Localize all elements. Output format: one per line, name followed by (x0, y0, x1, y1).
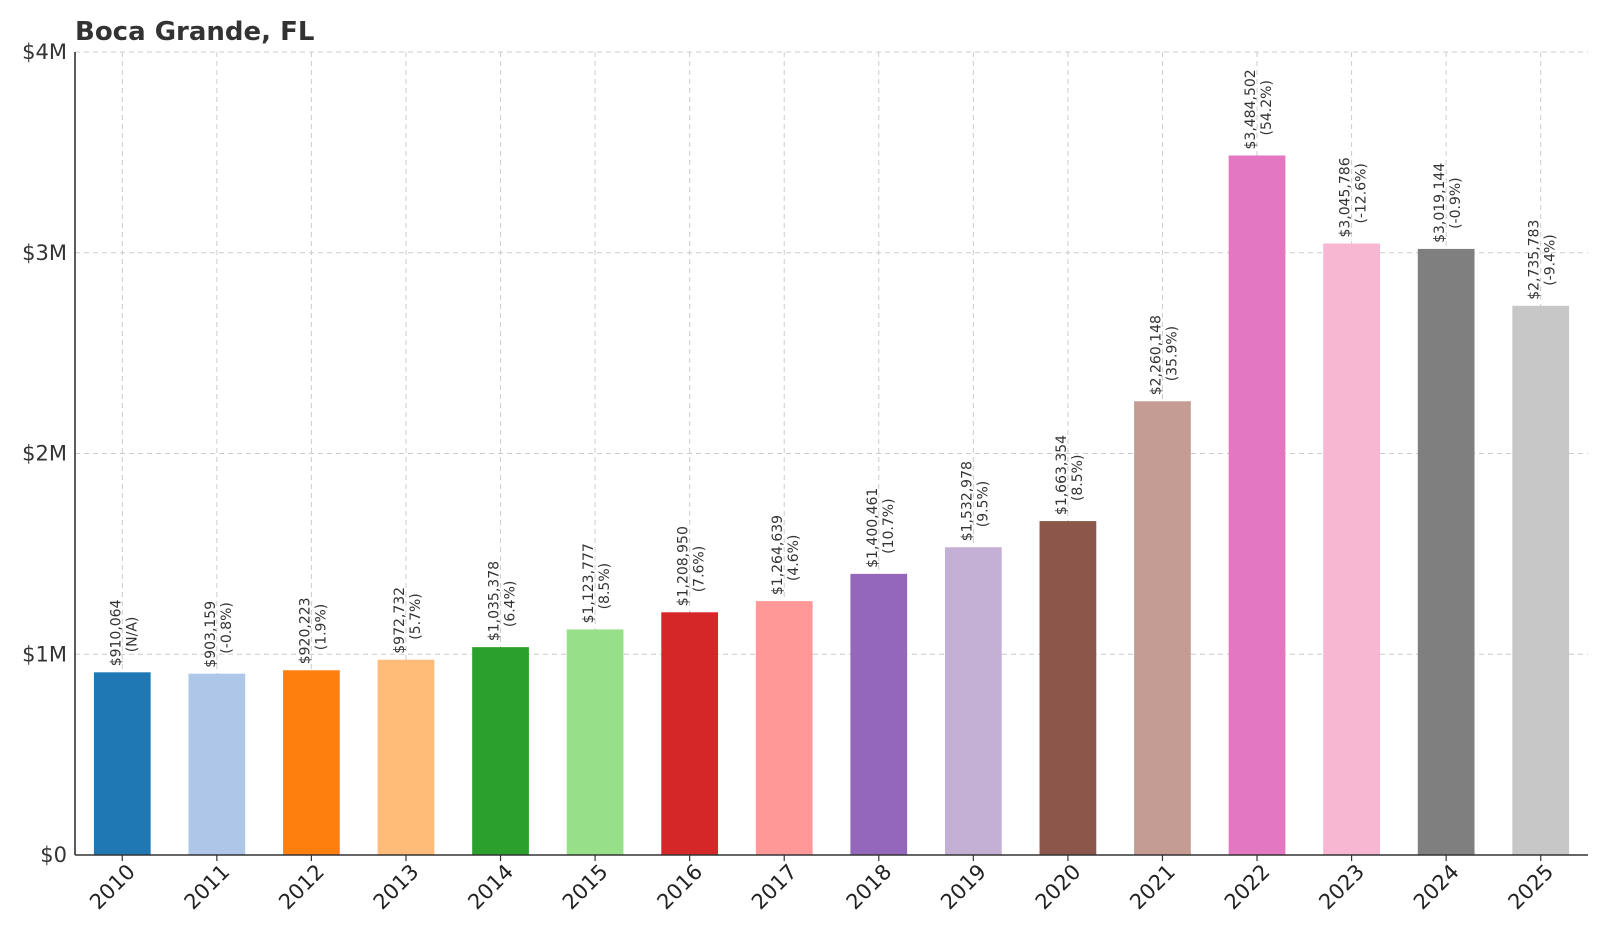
data-label-value: $1,123,777 (581, 543, 597, 623)
bar-2025 (1512, 305, 1570, 855)
data-label-change: (8.5%) (597, 563, 613, 610)
data-label-change: (6.4%) (503, 581, 519, 628)
data-label-value: $1,035,378 (487, 561, 503, 641)
data-label-change: (54.2%) (1259, 80, 1275, 135)
data-label-value: $3,019,144 (1432, 163, 1448, 243)
x-tick-label: 2014 (463, 860, 518, 915)
data-label-value: $1,400,461 (865, 488, 881, 568)
data-label-value: $3,484,502 (1243, 69, 1259, 149)
x-tick-label: 2015 (558, 860, 613, 915)
bar-2023 (1323, 243, 1380, 855)
data-label-value: $1,532,978 (959, 461, 975, 541)
bar-2017 (755, 601, 813, 855)
data-label-change: (5.7%) (408, 593, 424, 640)
bar-2021 (1134, 401, 1191, 855)
data-label-value: $920,223 (297, 597, 313, 664)
data-label-change: (7.6%) (692, 546, 708, 593)
x-tick-labels: 2010 2011 2012 2013 2014 2015 2016 2017 2018 2019… (85, 855, 1558, 914)
data-label-value: $1,264,639 (770, 515, 786, 595)
bar-2013 (377, 659, 435, 855)
bar-2015 (566, 629, 624, 855)
bar-2012 (283, 670, 340, 855)
bar-2010 (93, 672, 151, 855)
y-tick-label: $1M (22, 642, 67, 666)
data-label-change: (-12.6%) (1354, 163, 1370, 223)
data-label-change: (9.5%) (975, 481, 991, 528)
x-tick-label: 2016 (652, 860, 707, 915)
data-label-change: (1.9%) (313, 604, 329, 651)
bar-2022 (1228, 155, 1286, 856)
x-tick-label: 2024 (1409, 860, 1464, 915)
bar-2024 (1417, 248, 1475, 855)
bar-2020 (1039, 521, 1097, 855)
y-tick-label: $3M (22, 241, 67, 265)
y-tick-labels: $0 $1M $2M $3M $4M (22, 40, 67, 867)
data-label-change: (8.5%) (1070, 455, 1086, 502)
x-tick-label: 2025 (1503, 860, 1558, 915)
bar-2018 (850, 573, 908, 855)
data-label-change: (4.6%) (786, 535, 802, 582)
bar-2019 (944, 547, 1002, 855)
axes (74, 52, 1588, 856)
data-label-change: (35.9%) (1164, 326, 1180, 381)
bar-2011 (188, 673, 246, 855)
data-label-change: (-9.4%) (1543, 234, 1559, 286)
x-tick-label: 2018 (842, 860, 897, 915)
x-tick-label: 2011 (180, 860, 235, 915)
x-tick-label: 2022 (1220, 860, 1275, 915)
data-label-value: $903,159 (203, 601, 219, 668)
data-label-value: $2,735,783 (1527, 220, 1543, 300)
y-tick-label: $0 (40, 843, 67, 867)
data-label-value: $1,208,950 (676, 526, 692, 606)
x-tick-label: 2017 (747, 860, 802, 915)
data-label-change: (-0.9%) (1448, 177, 1464, 229)
x-tick-label: 2023 (1314, 860, 1369, 915)
x-tick-label: 2021 (1125, 860, 1180, 915)
bars (93, 155, 1570, 856)
data-label-value: $972,732 (392, 587, 408, 654)
y-tick-label: $4M (22, 40, 67, 64)
data-labels: $910,064 (N/A) $903,159 (-0.8%) $920,223 (1.9… (108, 69, 1558, 667)
data-label-change: (N/A) (124, 617, 140, 653)
x-tick-label: 2012 (274, 860, 329, 915)
x-tick-label: 2013 (369, 860, 424, 915)
data-label-value: $3,045,786 (1338, 157, 1354, 237)
x-tick-label: 2020 (1031, 860, 1086, 915)
data-label-value: $1,663,354 (1054, 435, 1070, 515)
data-label-change: (-0.8%) (219, 602, 235, 654)
x-tick-label: 2010 (85, 860, 140, 915)
x-tick-label: 2019 (936, 860, 991, 915)
bar-2016 (661, 612, 719, 855)
y-tick-label: $2M (22, 442, 67, 466)
data-label-value: $2,260,148 (1148, 315, 1164, 395)
data-label-value: $910,064 (108, 599, 124, 666)
data-label-change: (10.7%) (881, 498, 897, 553)
bar-2014 (472, 647, 529, 855)
chart-title: Boca Grande, FL (75, 17, 314, 47)
